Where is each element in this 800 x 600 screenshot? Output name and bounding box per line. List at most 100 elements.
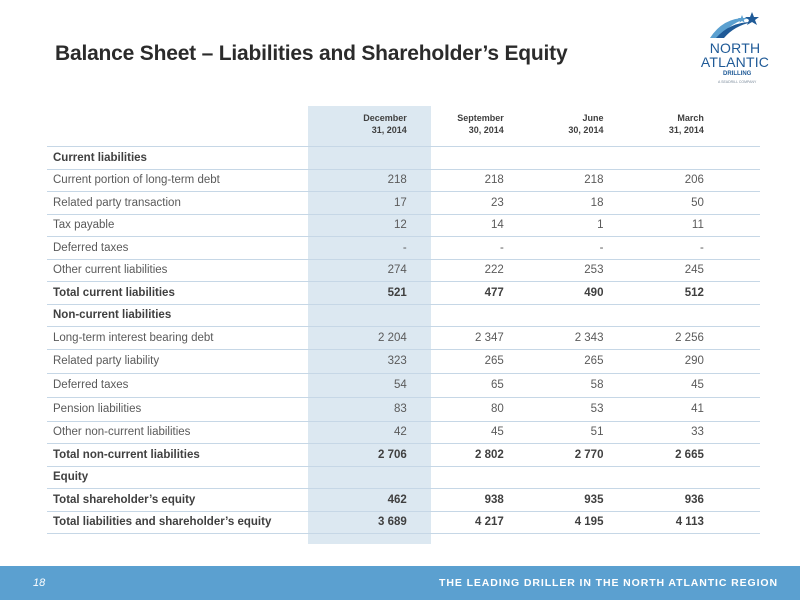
row-label: Current portion of long-term debt (47, 168, 309, 192)
value-cell: 935 (533, 488, 634, 511)
value-cell (533, 303, 634, 327)
value-cell: 2 706 (308, 443, 431, 466)
balance-sheet-body: Current liabilities Current portion of lo… (47, 146, 760, 544)
value-cell: 23 (430, 191, 534, 214)
value-cell: 80 (430, 396, 534, 421)
value-cell: 245 (633, 258, 734, 282)
table-spacer (733, 326, 760, 349)
table-row: Equity (47, 465, 760, 489)
row-label: Related party liability (47, 348, 309, 373)
value-cell: 18 (533, 191, 634, 214)
table-row: Pension liabilities 83 80 53 41 (47, 396, 760, 421)
column-header-line1: September (457, 113, 504, 123)
table-row: Total shareholder’s equity 462 938 935 936 (47, 488, 760, 511)
row-label: Long-term interest bearing debt (47, 326, 309, 349)
value-cell: 54 (308, 372, 431, 397)
value-cell: 2 343 (533, 326, 634, 349)
table-spacer (733, 281, 760, 304)
value-cell: 512 (633, 281, 734, 304)
table-end-cell (633, 533, 734, 544)
table-spacer (733, 213, 760, 237)
table-end-cell (308, 533, 431, 544)
value-cell: 2 802 (430, 443, 534, 466)
table-row: Related party transaction 17 23 18 50 (47, 191, 760, 214)
value-cell (308, 146, 431, 169)
value-cell: 33 (633, 420, 734, 444)
value-cell (308, 465, 431, 489)
table-row: Related party liability 323 265 265 290 (47, 348, 760, 373)
table-spacer (733, 236, 760, 259)
value-cell: - (533, 236, 634, 259)
value-cell: 521 (308, 281, 431, 304)
table-spacer (733, 303, 760, 327)
table-row: Current portion of long-term debt 218 218 2… (47, 168, 760, 192)
value-cell (633, 303, 734, 327)
value-cell: 2 347 (430, 326, 534, 349)
page-title: Balance Sheet – Liabilities and Sharehol… (55, 42, 568, 65)
value-cell: 53 (533, 396, 634, 421)
table-end-cell (533, 533, 634, 544)
table-row: Tax payable 12 14 1 11 (47, 213, 760, 237)
column-header-line1: June (582, 113, 604, 123)
column-header-sep-2014: September 30, 2014 (431, 106, 534, 147)
value-cell: 218 (533, 168, 634, 192)
column-header-line2: 31, 2014 (371, 125, 407, 135)
table-row: Deferred taxes 54 65 58 45 (47, 372, 760, 397)
page-number: 18 (33, 577, 46, 589)
row-label: Total shareholder’s equity (47, 488, 309, 511)
table-spacer (733, 258, 760, 282)
value-cell: 14 (430, 213, 534, 237)
value-cell: 490 (533, 281, 634, 304)
value-cell: 50 (633, 191, 734, 214)
value-cell: 41 (633, 396, 734, 421)
logo-text-drilling: DRILLING (723, 71, 752, 77)
value-cell: 265 (430, 348, 534, 373)
row-label: Related party transaction (47, 191, 309, 214)
table-spacer (733, 420, 760, 444)
table-spacer (733, 146, 760, 169)
table-row: Total current liabilities 521 477 490 512 (47, 281, 760, 304)
value-cell (430, 465, 534, 489)
value-cell: 12 (308, 213, 431, 237)
table-spacer (734, 106, 760, 147)
footer-tagline: THE LEADING DRILLER IN THE NORTH ATLANTI… (439, 577, 778, 589)
value-cell (308, 303, 431, 327)
value-cell: 4 113 (633, 510, 734, 534)
table-end-cell (47, 533, 309, 544)
logo-text-north: NORTH (709, 40, 761, 56)
value-cell: 83 (308, 396, 431, 421)
table-header-row: December 31, 2014 September 30, 2014 Jun… (47, 106, 760, 147)
label-column-header (47, 106, 308, 147)
value-cell (633, 146, 734, 169)
value-cell: 323 (308, 348, 431, 373)
table-spacer (733, 348, 760, 373)
value-cell: 45 (430, 420, 534, 444)
table-spacer (733, 465, 760, 489)
value-cell: 253 (533, 258, 634, 282)
value-cell: 42 (308, 420, 431, 444)
table-row: Total liabilities and shareholder’s equi… (47, 510, 760, 534)
value-cell: - (430, 236, 534, 259)
table-end-cell (430, 533, 534, 544)
row-label: Current liabilities (47, 146, 309, 169)
table-spacer (733, 510, 760, 534)
value-cell: 45 (633, 372, 734, 397)
value-cell: 936 (633, 488, 734, 511)
value-cell: 290 (633, 348, 734, 373)
value-cell (533, 465, 634, 489)
row-label: Other current liabilities (47, 258, 309, 282)
table-row: Current liabilities (47, 146, 760, 169)
column-header-line2: 30, 2014 (568, 125, 604, 135)
table-row: Deferred taxes - - - - (47, 236, 760, 259)
value-cell: 2 770 (533, 443, 634, 466)
value-cell: 3 689 (308, 510, 431, 534)
value-cell: 222 (430, 258, 534, 282)
table-row: Non-current liabilities (47, 303, 760, 327)
row-label: Tax payable (47, 213, 309, 237)
value-cell: 4 217 (430, 510, 534, 534)
table-row: Total non-current liabilities 2 706 2 802 2… (47, 443, 760, 466)
value-cell: 265 (533, 348, 634, 373)
value-cell: 218 (430, 168, 534, 192)
value-cell: 206 (633, 168, 734, 192)
table-spacer (733, 488, 760, 511)
